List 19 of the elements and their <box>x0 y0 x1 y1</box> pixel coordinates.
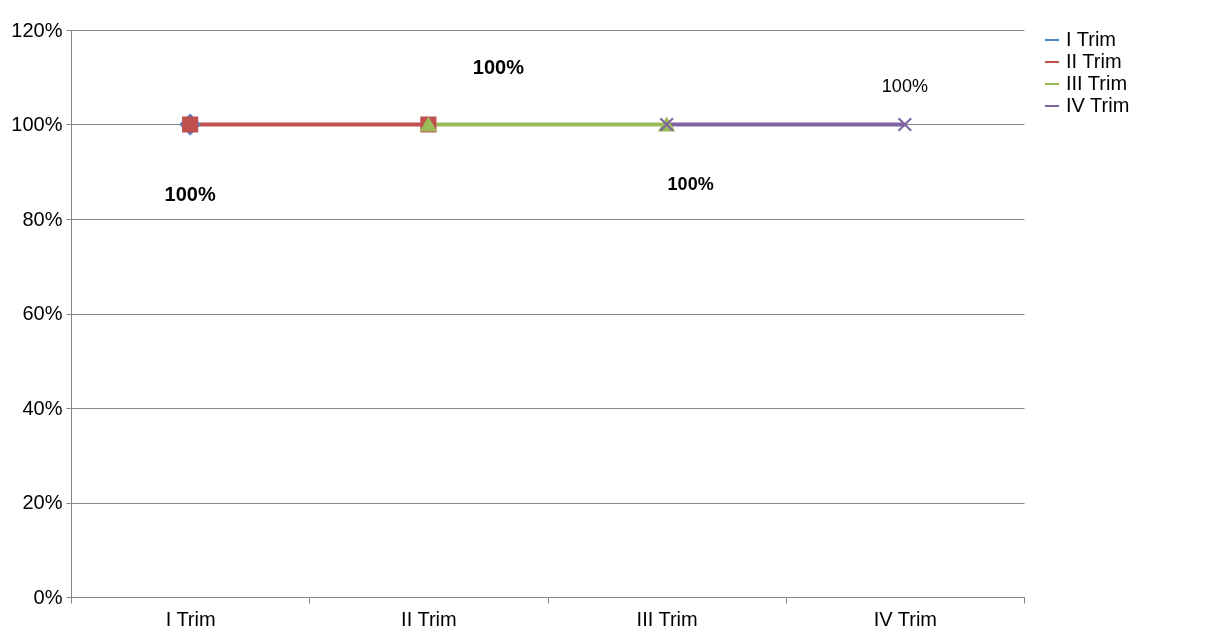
x-tick-label: III Trim <box>636 607 698 630</box>
y-tick-label: 40% <box>22 396 63 419</box>
data-label: 100% <box>164 182 216 205</box>
y-tick-label: 120% <box>11 18 63 41</box>
data-label: 100% <box>472 55 525 78</box>
y-tick-label: 20% <box>22 491 63 513</box>
data-label: 100% <box>667 173 714 194</box>
x-tick-label: IV Trim <box>873 607 938 630</box>
legend-label: IV Trim <box>1066 94 1130 116</box>
y-tick-label: 0% <box>33 585 63 608</box>
x-tick-label: II Trim <box>401 607 457 630</box>
y-tick-label: 100% <box>11 113 63 135</box>
legend-label: III Trim <box>1066 72 1128 94</box>
y-tick-label: 60% <box>22 302 63 324</box>
y-tick-label: 80% <box>22 207 63 230</box>
data-label: 100% <box>881 75 928 96</box>
legend-label: II Trim <box>1066 50 1122 72</box>
legend-label: I Trim <box>1066 28 1116 50</box>
x-tick-label: I Trim <box>165 607 216 630</box>
